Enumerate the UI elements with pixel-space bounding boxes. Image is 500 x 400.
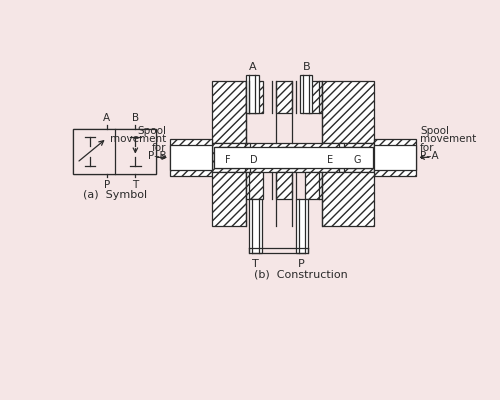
Text: P–A: P–A xyxy=(420,151,439,161)
Text: B: B xyxy=(132,114,139,124)
Text: for: for xyxy=(152,143,166,153)
Bar xyxy=(250,199,262,253)
Bar xyxy=(322,172,374,226)
Bar xyxy=(374,139,416,176)
Bar xyxy=(276,172,292,199)
Text: Spool: Spool xyxy=(420,126,450,136)
Text: T: T xyxy=(132,180,138,190)
Text: for: for xyxy=(420,143,435,153)
Bar xyxy=(170,145,212,170)
Text: P–B: P–B xyxy=(148,151,166,161)
Bar xyxy=(73,129,156,174)
Bar xyxy=(244,143,250,146)
Bar xyxy=(374,145,416,170)
Bar xyxy=(305,172,322,199)
Bar xyxy=(212,143,374,172)
Bar xyxy=(300,75,312,114)
Bar xyxy=(212,81,246,143)
Text: movement: movement xyxy=(110,134,166,144)
Bar xyxy=(246,81,263,114)
Bar xyxy=(170,139,212,176)
Bar xyxy=(281,146,305,168)
Bar xyxy=(246,172,263,199)
Text: D: D xyxy=(250,155,258,165)
Text: G: G xyxy=(354,155,361,165)
Bar xyxy=(73,129,156,174)
Text: P: P xyxy=(104,180,110,190)
Bar xyxy=(212,172,246,226)
Text: A: A xyxy=(104,114,110,124)
Bar xyxy=(246,75,258,114)
Bar xyxy=(305,81,322,114)
Bar xyxy=(214,146,372,168)
Bar xyxy=(244,168,250,172)
Text: P: P xyxy=(298,259,305,269)
Bar xyxy=(296,199,308,253)
Bar xyxy=(338,143,344,146)
Text: F: F xyxy=(225,155,230,165)
Text: A: A xyxy=(248,62,256,72)
Text: Spool: Spool xyxy=(137,126,166,136)
Text: (a)  Symbol: (a) Symbol xyxy=(82,190,146,200)
Text: movement: movement xyxy=(420,134,476,144)
Bar xyxy=(338,168,344,172)
Bar xyxy=(276,81,292,114)
Text: E: E xyxy=(327,155,333,165)
Bar xyxy=(346,146,371,168)
Text: (b)  Construction: (b) Construction xyxy=(254,270,348,280)
Bar xyxy=(322,81,374,143)
Text: T: T xyxy=(252,259,259,269)
Text: B: B xyxy=(302,62,310,72)
Bar xyxy=(216,146,240,168)
